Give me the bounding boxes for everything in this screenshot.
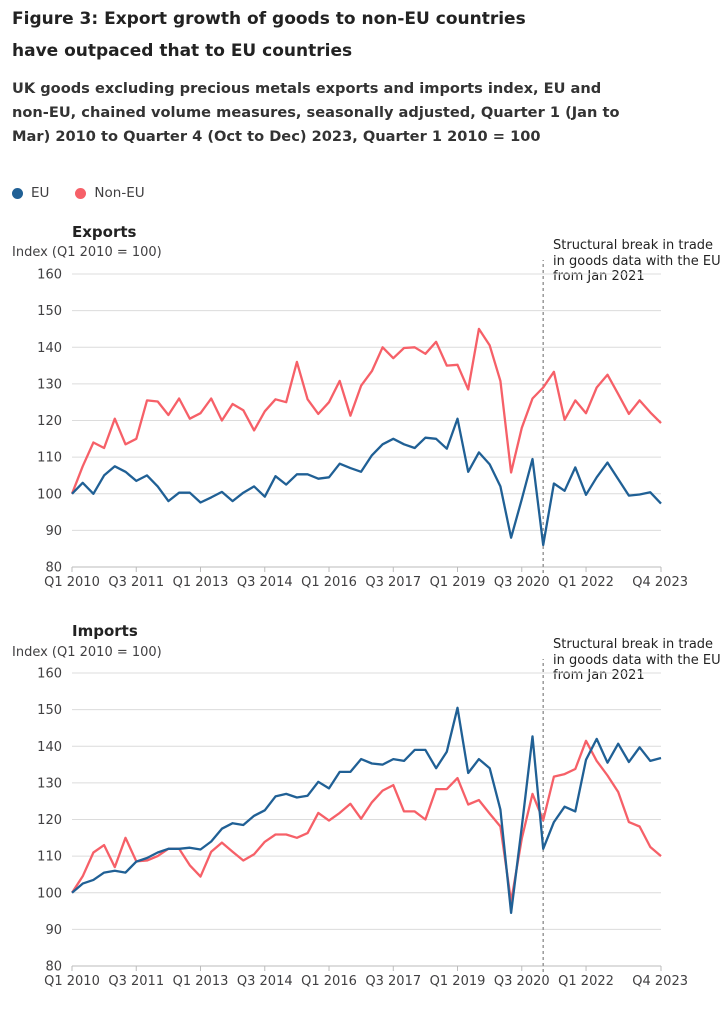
series-line-eu xyxy=(71,417,662,547)
y-tick-label: 110 xyxy=(37,451,62,466)
y-tick-label: 150 xyxy=(37,703,62,718)
exports-structural-break-annotation: Structural break in trade in goods data … xyxy=(553,238,721,284)
legend-marker-eu xyxy=(12,187,23,199)
x-tick-label: Q3 2020 xyxy=(494,575,550,590)
legend-label: EU xyxy=(31,185,50,201)
y-tick-label: 120 xyxy=(37,813,62,828)
x-tick-label: Q3 2017 xyxy=(365,575,421,590)
y-tick-label: 130 xyxy=(37,776,62,791)
x-tick-label: Q1 2016 xyxy=(301,974,357,989)
x-tick-label: Q3 2014 xyxy=(237,974,293,989)
imports-chart: 80 90 100 110 120 130 140 150 160 Q1 2010 Q3 2011 Q… xyxy=(37,659,688,989)
imports-y-axis-title: Index (Q1 2010 = 100) xyxy=(12,645,162,660)
x-tick-label: Q4 2023 xyxy=(632,974,688,989)
x-tick-label: Q1 2013 xyxy=(173,575,229,590)
legend-item-non-eu[interactable]: Non-EU xyxy=(75,185,145,201)
y-tick-label: 160 xyxy=(37,268,62,283)
x-tick-label: Q4 2023 xyxy=(632,575,688,590)
x-tick-label: Q1 2019 xyxy=(430,575,486,590)
x-tick-label: Q1 2016 xyxy=(301,575,357,590)
y-tick-label: 80 xyxy=(45,561,62,576)
x-tick-label: Q1 2022 xyxy=(558,974,614,989)
x-tick-label: Q1 2019 xyxy=(430,974,486,989)
legend-label: Non-EU xyxy=(94,185,145,201)
y-tick-label: 150 xyxy=(37,304,62,319)
x-tick-label: Q3 2020 xyxy=(494,974,550,989)
x-tick-label: Q1 2010 xyxy=(44,974,100,989)
x-tick-label: Q1 2013 xyxy=(173,974,229,989)
x-tick-label: Q3 2011 xyxy=(108,974,164,989)
figure-subtitle: UK goods excluding precious metals expor… xyxy=(12,80,620,145)
series-line-eu xyxy=(71,706,662,915)
legend-marker-non-eu xyxy=(75,187,87,199)
figure-title: Figure 3: Export growth of goods to non-… xyxy=(12,9,526,61)
legend-item-eu[interactable]: EU xyxy=(12,185,49,201)
y-tick-label: 130 xyxy=(37,377,62,392)
y-tick-label: 80 xyxy=(45,960,62,975)
y-tick-label: 110 xyxy=(37,850,62,865)
exports-chart: 80 90 100 110 120 130 140 150 160 Q1 2010 Q3 2011 Q… xyxy=(37,260,688,590)
y-tick-label: 100 xyxy=(37,487,62,502)
y-tick-label: 140 xyxy=(37,740,62,755)
series-line-non-eu xyxy=(70,327,662,495)
exports-panel-title: Exports xyxy=(72,223,137,241)
x-tick-label: Q3 2017 xyxy=(365,974,421,989)
imports-structural-break-annotation: Structural break in trade in goods data … xyxy=(553,637,721,683)
x-tick-label: Q1 2010 xyxy=(44,575,100,590)
y-tick-label: 90 xyxy=(45,923,62,938)
x-tick-label: Q3 2014 xyxy=(237,575,293,590)
y-tick-label: 120 xyxy=(37,414,62,429)
series-line-non-eu xyxy=(71,739,662,903)
x-tick-label: Q1 2022 xyxy=(558,575,614,590)
y-tick-label: 100 xyxy=(37,886,62,901)
y-tick-label: 140 xyxy=(37,341,62,356)
legend: EU Non-EU xyxy=(12,185,145,201)
x-tick-label: Q3 2011 xyxy=(108,575,164,590)
y-tick-label: 160 xyxy=(37,667,62,682)
exports-y-axis-title: Index (Q1 2010 = 100) xyxy=(12,245,162,260)
imports-panel-title: Imports xyxy=(72,622,138,640)
y-tick-label: 90 xyxy=(45,524,62,539)
